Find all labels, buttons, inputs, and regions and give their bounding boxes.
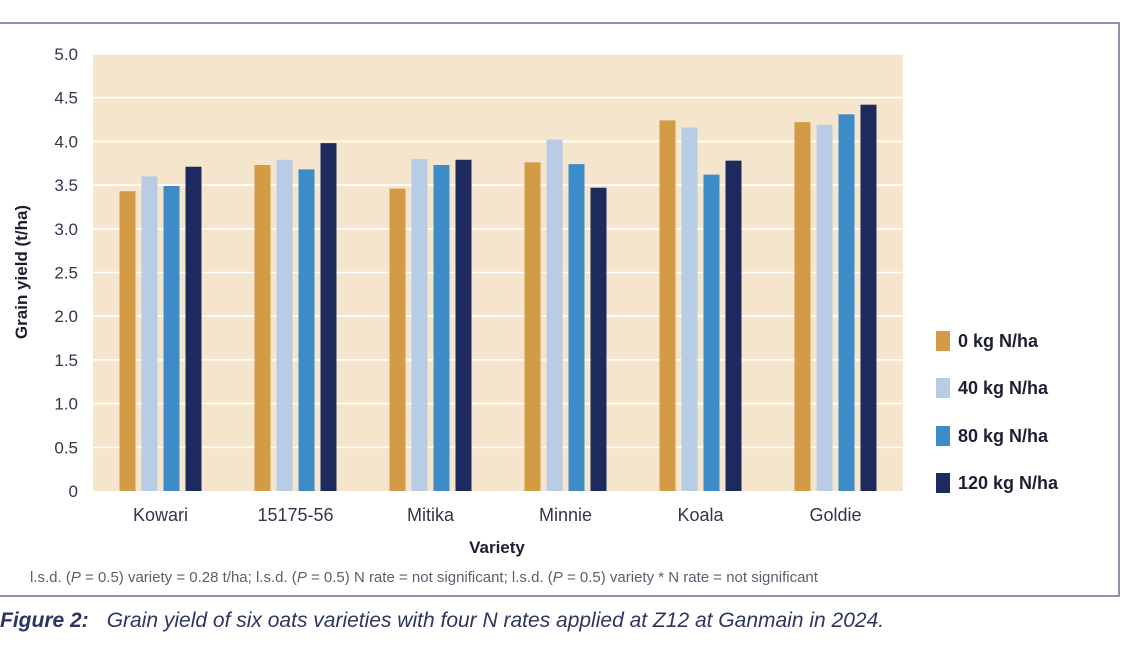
bar-15175-56-80kg [298,169,315,492]
y-tick-label: 3.5 [54,176,78,195]
bar-15175-56-120kg [320,143,337,491]
legend-label: 120 kg N/ha [958,472,1059,493]
legend-label: 40 kg N/ha [958,377,1049,398]
y-axis-label: Grain yield (t/ha) [12,205,31,339]
bar-mitika-0kg [389,188,406,491]
y-tick-label: 2.0 [54,307,78,326]
x-tick-label: 15175-56 [257,505,333,525]
bars [119,104,877,492]
bar-mitika-40kg [411,158,428,491]
legend-swatch [936,426,950,446]
y-tick-label: 1.0 [54,395,78,414]
x-tick-label: Minnie [539,505,592,525]
legend-item: 120 kg N/ha [936,472,1058,494]
figure-caption: Figure 2: Grain yield of six oats varieti… [0,609,884,633]
gridlines [93,53,903,449]
caption-label: Figure 2: [0,609,89,632]
legend-swatch [936,378,950,398]
bar-koala-120kg [725,160,742,492]
x-axis-ticks: Kowari 15175-56 Mitika Minnie Koala Goldie [133,505,862,525]
bar-goldie-120kg [860,104,877,491]
bar-koala-0kg [659,120,676,491]
y-tick-label: 2.5 [54,264,78,283]
legend-label: 0 kg N/ha [958,330,1039,351]
x-axis-label: Variety [469,538,525,557]
bar-minnie-80kg [568,164,585,491]
bar-goldie-80kg [838,114,855,491]
bar-mitika-120kg [455,159,472,491]
x-tick-label: Mitika [407,505,455,525]
footnote: l.s.d. (P = 0.5) variety = 0.28 t/ha; l.… [30,569,818,586]
bar-koala-40kg [681,127,698,491]
bar-mitika-80kg [433,164,450,492]
bar-goldie-40kg [816,124,833,491]
bar-kowari-40kg [141,176,158,492]
x-tick-label: Goldie [809,505,861,525]
x-tick-label: Kowari [133,505,188,525]
bar-koala-80kg [703,174,720,491]
y-tick-label: 0 [69,482,78,501]
bar-minnie-40kg [546,139,563,492]
y-tick-label: 4.5 [54,89,78,108]
legend-item: 0 kg N/ha [936,330,1038,352]
legend-label: 80 kg N/ha [958,425,1049,446]
y-tick-label: 4.0 [54,132,78,151]
legend-swatch [936,331,950,351]
legend-item: 40 kg N/ha [936,377,1048,399]
bar-kowari-120kg [185,166,202,491]
bar-minnie-0kg [524,162,541,491]
bar-15175-56-0kg [254,164,271,492]
y-axis-ticks: 0 0.5 1.0 1.5 2.0 2.5 3.0 3.5 4.0 4.5 5.0 [54,45,78,501]
y-tick-label: 5.0 [54,45,78,64]
caption-text: Grain yield of six oats varieties with f… [106,609,885,632]
y-tick-label: 3.0 [54,220,78,239]
bar-kowari-80kg [163,185,180,491]
figure-frame [0,22,1120,597]
x-tick-label: Koala [677,505,724,525]
legend-item: 80 kg N/ha [936,425,1048,447]
y-tick-label: 0.5 [54,438,78,457]
bar-minnie-120kg [590,187,607,492]
bar-goldie-0kg [794,122,811,491]
legend-swatch [936,473,950,493]
bar-15175-56-40kg [276,159,293,491]
y-tick-label: 1.5 [54,351,78,370]
bar-kowari-0kg [119,191,136,491]
